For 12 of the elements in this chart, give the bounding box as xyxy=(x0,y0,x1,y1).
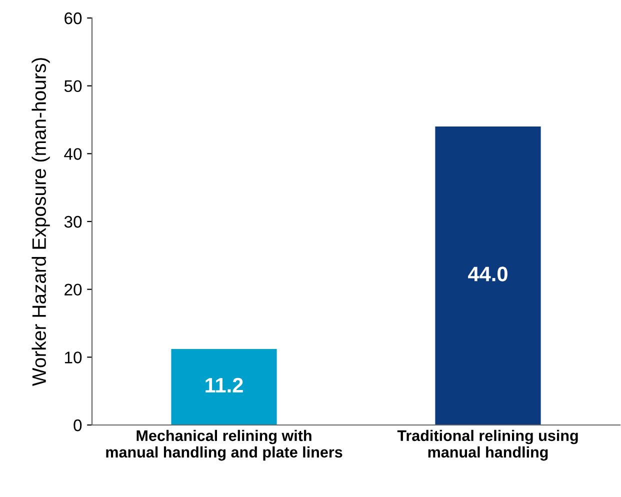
y-tick-label: 20 xyxy=(64,284,82,296)
y-axis-title: Worker Hazard Exposure (man-hours) xyxy=(32,58,50,386)
y-tick-label: 0 xyxy=(74,419,82,432)
y-tick-label: 60 xyxy=(64,12,82,24)
y-tick-label: 40 xyxy=(64,148,82,160)
x-tick-label: Traditional relining using manual handling xyxy=(397,430,578,461)
data-label: 44.0 xyxy=(468,266,508,282)
y-tick-label: 30 xyxy=(64,216,82,228)
y-tick-label: 50 xyxy=(64,80,82,92)
x-tick-label: Mechanical relining with manual handling and plate liners xyxy=(106,430,342,461)
data-label: 11.2 xyxy=(206,378,243,392)
y-tick-label: 10 xyxy=(65,352,82,364)
